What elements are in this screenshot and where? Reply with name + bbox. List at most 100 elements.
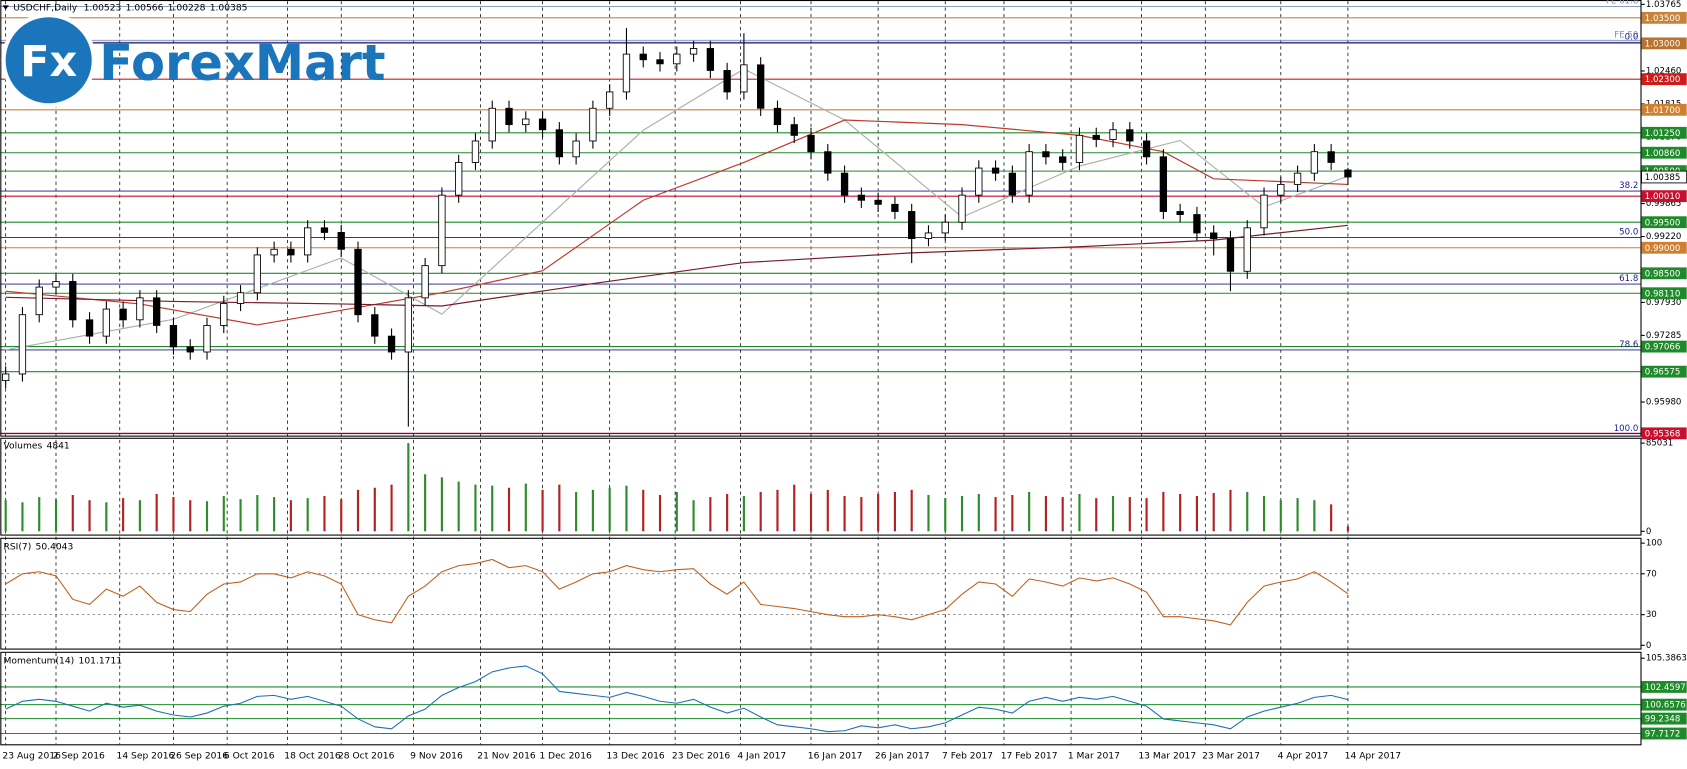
candle-body <box>840 172 849 196</box>
candle-body <box>253 254 261 294</box>
level-label: 0.99000 <box>1645 244 1681 254</box>
y-tick-label: 1.03765 <box>1646 0 1682 10</box>
x-tick-label: 14 Sep 2016 <box>117 752 175 762</box>
level-layer <box>0 6 1641 735</box>
momentum-last: 101.1711 <box>79 656 123 666</box>
logo-name: ForexMart <box>99 34 385 92</box>
level-label: 1.03500 <box>1645 14 1681 24</box>
x-tick-label: 13 Mar 2017 <box>1138 752 1196 762</box>
momentum-panel <box>0 651 1642 746</box>
level-label-bg <box>1641 365 1687 378</box>
open-value: 1.00523 <box>84 3 122 13</box>
x-tick-label: 21 Nov 2016 <box>477 752 536 762</box>
candle-body <box>1210 232 1218 239</box>
level-label-bg <box>1641 126 1687 139</box>
y-tick-label: 1.02460 <box>1646 66 1682 76</box>
candle-body <box>438 194 446 267</box>
candle-body <box>1025 151 1033 196</box>
header: USDCHF,Daily 1.00523 1.00566 1.00228 1.00385 <box>13 3 247 13</box>
y-tick-label: 100 <box>1646 539 1662 549</box>
moving-average <box>5 224 1348 307</box>
candle-body <box>1293 172 1302 185</box>
fib-label: 61.8 <box>1619 274 1638 284</box>
candle-body <box>941 221 949 234</box>
rsi-title: RSI(7) 50.4043 <box>4 542 74 552</box>
x-tick-label: 23 Dec 2016 <box>672 752 730 762</box>
candle-body <box>1042 151 1050 158</box>
candle-body <box>320 227 329 233</box>
x-tick-label: 6 Oct 2016 <box>224 752 275 762</box>
candle-body <box>555 129 564 158</box>
x-tick-label: 9 Nov 2016 <box>410 752 463 762</box>
volume-name: Volumes <box>4 441 43 451</box>
rsi-last: 50.4043 <box>36 542 74 552</box>
fib-label: 38.2 <box>1619 181 1638 191</box>
candle-body <box>706 48 715 71</box>
level-label: 0.98500 <box>1645 269 1681 279</box>
candle-body <box>673 53 681 65</box>
level-label: 0.99500 <box>1645 218 1681 228</box>
candle-body <box>85 319 94 337</box>
x-tick-label: 4 Jan 2017 <box>737 752 786 762</box>
x-tick-label: 14 Apr 2017 <box>1345 752 1402 762</box>
candle-body <box>1092 134 1100 140</box>
x-tick-label: 23 Mar 2017 <box>1202 752 1260 762</box>
x-tick-label: 16 Jan 2017 <box>808 752 863 762</box>
level-label: 1.00860 <box>1645 149 1681 159</box>
y-tick-label: 105.3863 <box>1646 654 1687 664</box>
candle-body <box>354 248 362 316</box>
rsi-panel <box>0 537 1642 650</box>
candle-body <box>689 48 698 55</box>
candle-body <box>169 324 178 348</box>
level-label-bg <box>1641 727 1687 740</box>
candle-body <box>1226 238 1235 272</box>
candle-body <box>807 134 815 153</box>
candle-body <box>958 194 966 223</box>
level-label: 1.03000 <box>1645 39 1681 49</box>
x-tick-label: 23 Aug 2016 <box>2 752 61 762</box>
candle-body <box>220 303 228 326</box>
candle-body <box>186 346 194 353</box>
candle-body <box>387 335 396 353</box>
logo-mark: Fx <box>20 37 77 87</box>
level-label-bg <box>1641 146 1687 159</box>
level-label-bg <box>1641 427 1687 440</box>
candle-body <box>1243 227 1251 272</box>
candle-body <box>572 140 580 158</box>
x-tick-label: 17 Feb 2017 <box>1001 752 1058 762</box>
x-tick-label: 1 Dec 2016 <box>539 752 592 762</box>
candle-body <box>69 281 77 321</box>
candle-body <box>304 227 312 256</box>
level-label: 1.01700 <box>1645 106 1681 116</box>
candle-body <box>740 64 748 93</box>
level-label: 0.98110 <box>1645 289 1681 299</box>
price-label: 1.00385 <box>1645 173 1681 183</box>
level-label: 1.01250 <box>1645 129 1681 139</box>
candle-body <box>505 107 513 126</box>
y-tick-label: 0.97285 <box>1646 331 1682 341</box>
candle-body <box>35 286 43 316</box>
rsi-name: RSI(7) <box>4 542 32 552</box>
candle-body <box>102 308 110 337</box>
momentum-title: Momentum(14) 101.1711 <box>4 656 123 666</box>
momentum-name: Momentum(14) <box>4 656 75 666</box>
candle-body <box>1193 214 1201 234</box>
fib-label: 100.0 <box>1614 424 1639 434</box>
y-tick-label: 0.99865 <box>1646 199 1682 209</box>
candle-body <box>522 118 530 126</box>
y-tick-label: 0.97930 <box>1646 298 1682 308</box>
candle-body <box>18 314 27 375</box>
y-tick-label: 0.95980 <box>1646 398 1682 408</box>
candle-body <box>203 324 211 353</box>
level-label-bg <box>1641 103 1687 116</box>
candle-body <box>975 167 983 196</box>
candle-body <box>488 107 496 142</box>
x-tick-label: 4 Apr 2017 <box>1278 752 1329 762</box>
candle-body <box>1260 194 1268 229</box>
candle-body <box>991 167 1000 174</box>
level-label-bg <box>1641 712 1687 725</box>
